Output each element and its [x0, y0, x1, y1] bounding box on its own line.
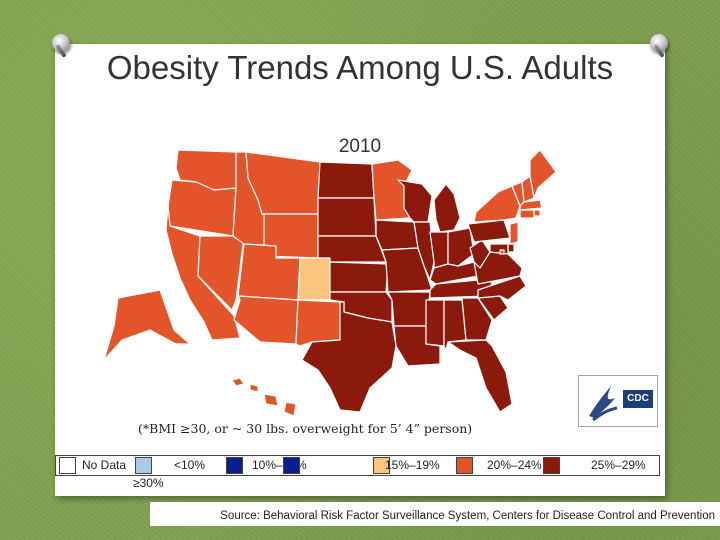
bmi-footnote: (*BMI ≥30, or ~ 30 lbs. overweight for 5… — [138, 421, 473, 436]
hhs-eagle-icon — [589, 386, 618, 422]
state-ma — [519, 199, 543, 211]
legend-swatch-10-14 — [283, 457, 300, 474]
state-ct — [519, 209, 535, 219]
legend-label-15-19: 15%–19% — [385, 458, 440, 472]
legend-swatch-25-29 — [543, 457, 560, 474]
legend-swatch-under-10 — [135, 457, 152, 474]
state-pa — [467, 219, 511, 243]
pushpin-icon — [650, 34, 668, 52]
state-or — [167, 179, 237, 237]
pushpin-icon — [52, 34, 70, 52]
state-mi — [433, 183, 461, 233]
state-ia — [375, 219, 419, 251]
state-ak — [103, 289, 191, 361]
state-nd — [317, 161, 375, 199]
state-ri — [533, 209, 541, 217]
state-az — [233, 295, 299, 345]
state-oh — [447, 227, 475, 267]
state-tx — [301, 301, 397, 413]
legend-label-30-plus: ≥30% — [133, 476, 164, 490]
state-nm — [295, 299, 341, 347]
legend-label-20-24: 20%–24% — [487, 458, 542, 472]
legend-swatch-10-14 — [226, 457, 243, 474]
state-co — [297, 257, 331, 301]
map-year: 2010 — [338, 136, 382, 157]
state-nj — [509, 221, 519, 245]
legend-label-no-data: No Data — [82, 458, 127, 472]
legend-label-under-10: <10% — [174, 458, 206, 472]
legend-swatch-20-24 — [456, 457, 473, 474]
state-de — [507, 243, 515, 253]
state-ky — [429, 261, 479, 285]
legend-swatch-15-19 — [373, 457, 390, 474]
state-sd — [317, 197, 377, 237]
state-ga — [461, 297, 493, 341]
state-ks — [329, 261, 389, 293]
state-ne — [317, 235, 387, 263]
cdc-logo-text: CDC — [623, 390, 653, 408]
state-fl — [447, 339, 513, 413]
page-title: Obesity Trends Among U.S. Adults — [106, 49, 614, 86]
state-hi — [231, 377, 297, 417]
source-citation: Source: Behavioral Risk Factor Surveilla… — [150, 502, 720, 526]
cdc-logo: CDC — [578, 375, 658, 427]
state-ms — [425, 299, 445, 347]
state-dc — [499, 249, 505, 255]
legend — [55, 455, 660, 476]
state-md — [489, 243, 509, 255]
state-ny — [473, 185, 521, 223]
state-ar — [387, 291, 431, 327]
legend-label-25-29: 25%–29% — [591, 458, 646, 472]
state-tn — [429, 279, 493, 299]
state-me — [529, 149, 557, 199]
legend-swatch-no-data — [59, 457, 76, 474]
